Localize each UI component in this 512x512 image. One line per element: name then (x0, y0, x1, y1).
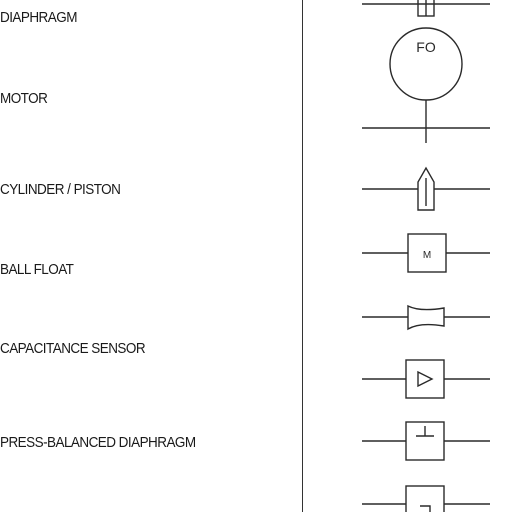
label-press-balanced-diaphragm: PRESS-BALANCED DIAPHRAGM (0, 434, 196, 451)
m-box (407, 233, 447, 273)
label-diaphragm: DIAPHRAGM (0, 9, 77, 26)
label-motor: MOTOR (0, 90, 48, 107)
symbol-trapezoid (362, 304, 490, 331)
symbol-fo-actuator: FO (362, 27, 490, 143)
bottom-inner-mark (420, 505, 431, 512)
bottom-box (405, 485, 445, 512)
symbol-bottom-partial (362, 485, 490, 512)
symbol-motor-box: M (362, 233, 490, 273)
symbol-triangle-box (362, 359, 490, 399)
fo-text: FO (416, 39, 436, 55)
cyl-body (417, 166, 435, 211)
symbol-top-partial (362, 0, 490, 17)
m-text: M (423, 250, 431, 261)
label-capacitance-sensor: CAPACITANCE SENSOR (0, 340, 146, 357)
label-cylinder-piston: CYLINDER / PISTON (0, 181, 121, 198)
tri-box (405, 359, 445, 399)
t-box (405, 421, 445, 461)
label-ball-float: BALL FLOAT (0, 261, 74, 278)
symbol-t-box (362, 421, 490, 461)
column-divider (302, 0, 303, 512)
tri-icon (417, 370, 434, 388)
trap-body (407, 304, 445, 331)
symbol-cylinder-piston (362, 166, 490, 211)
